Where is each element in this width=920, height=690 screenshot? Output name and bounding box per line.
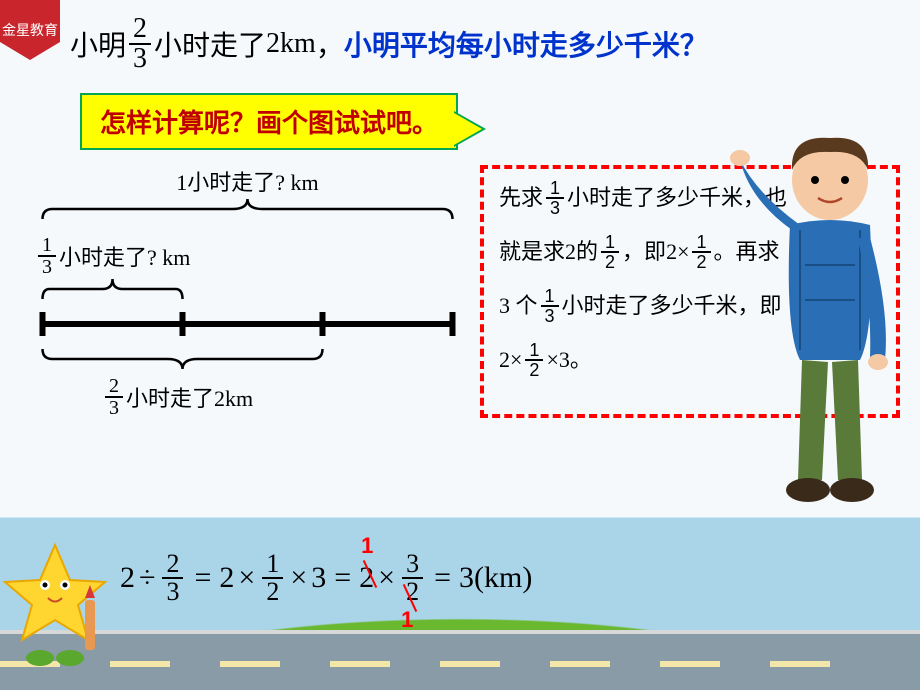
brace-top	[35, 197, 460, 222]
diagram-bot-label: 2 3 小时走了2km	[35, 376, 320, 418]
diagram-column: 1小时走了? km 1 3 小时走了? km	[20, 165, 460, 418]
problem-unit: km	[280, 28, 316, 60]
problem-question: 小明平均每小时走多少千米？	[344, 24, 708, 64]
brace-small	[35, 277, 460, 302]
problem-dist: 2	[266, 28, 280, 60]
brace-bottom	[35, 346, 460, 371]
cancel-bot: 1	[401, 607, 413, 633]
frac-1-3: 1 3	[38, 235, 56, 277]
cancel-group: 1 2	[359, 561, 374, 595]
problem-comma: ，	[316, 24, 344, 64]
equation: 2 ÷ 23 = 2 × 12 × 3 = 1 2 × 32 1 = 3 ( k…	[120, 551, 532, 605]
frac-r4: 12	[525, 341, 543, 379]
frac-r3: 13	[541, 287, 559, 325]
cancel-top: 1	[361, 533, 373, 559]
brand-text: 金星教育	[2, 20, 58, 40]
road-dashes	[0, 654, 920, 660]
cancel-group-2: 32 1	[399, 551, 426, 605]
frac-r2a: 12	[601, 233, 619, 271]
eq-frac1: 23	[162, 551, 183, 605]
star-mascot	[0, 540, 110, 670]
frac-r1: 13	[546, 179, 564, 217]
diagram-top-label: 1小时走了? km	[35, 165, 460, 197]
hint-text: 怎样计算呢？画个图试试吧。	[100, 109, 438, 138]
problem-p2: 小时走了	[154, 24, 266, 64]
bubble-arrow	[454, 111, 486, 147]
number-line	[35, 309, 460, 339]
frac-r2b: 12	[692, 233, 710, 271]
eq-frac2: 12	[262, 551, 283, 605]
diagram-left-label: 1 3 小时走了? km	[35, 235, 460, 277]
problem-statement: 小明 2 3 小时走了 2 km ， 小明平均每小时走多少千米？	[70, 15, 900, 73]
problem-p1: 小明	[70, 24, 126, 64]
frac-2-3-b: 2 3	[105, 376, 123, 418]
frac-2-3: 2 3	[129, 15, 151, 73]
boy-character	[730, 130, 920, 530]
eq-frac3: 32	[402, 551, 423, 605]
hint-bubble: 怎样计算呢？画个图试试吧。	[80, 93, 458, 150]
